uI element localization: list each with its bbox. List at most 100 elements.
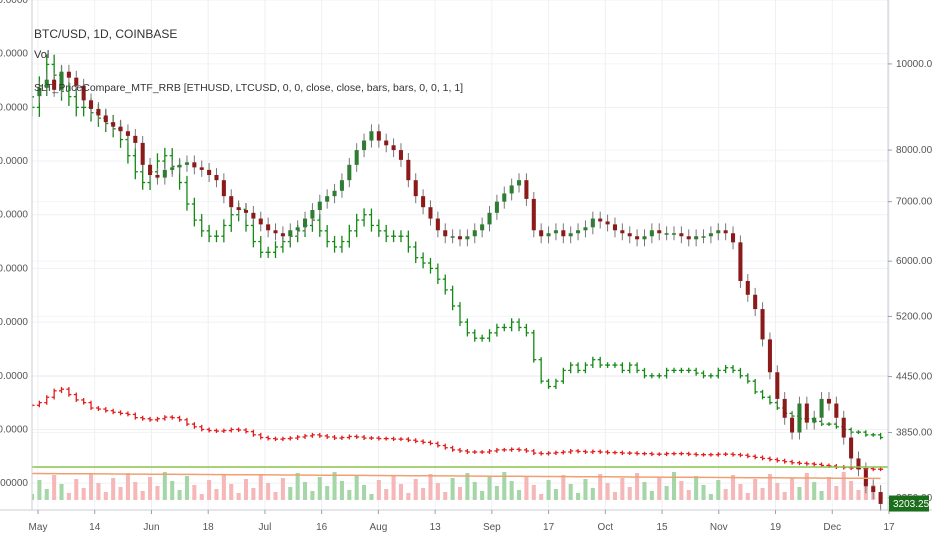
volume-bar (332, 472, 337, 500)
volume-bar (856, 490, 861, 500)
volume-bar (170, 481, 175, 500)
btc-candle (52, 79, 57, 90)
volume-bar (96, 483, 101, 500)
right-tick-label: 7000.00 (896, 197, 932, 208)
volume-bar (66, 493, 71, 500)
last-price-tag (889, 495, 929, 512)
btc-candle (694, 236, 699, 240)
volume-bar (635, 473, 640, 500)
btc-candle (649, 230, 654, 237)
volume-bar (598, 474, 603, 500)
btc-candle (347, 164, 352, 181)
btc-candle (849, 437, 854, 459)
volume-bar (502, 472, 507, 500)
volume-bar (450, 478, 455, 500)
volume-bar (686, 490, 691, 500)
btc-candle (251, 212, 256, 219)
volume-bar (162, 472, 167, 500)
btc-candle (103, 115, 108, 123)
btc-candle (494, 201, 499, 213)
btc-candle (804, 403, 809, 423)
volume-bar (738, 484, 743, 500)
btc-candle (553, 230, 558, 234)
btc-candle (664, 233, 669, 235)
x-tick-label: Oct (598, 522, 614, 533)
volume-bar (819, 491, 824, 500)
btc-candle (605, 221, 610, 225)
btc-candle (111, 122, 116, 127)
btc-candle (184, 162, 189, 165)
btc-candle (288, 230, 293, 237)
x-tick-label: Nov (710, 522, 728, 533)
btc-candle (177, 164, 182, 168)
btc-candle (760, 309, 765, 340)
volume-bar (701, 485, 706, 500)
btc-candle (192, 162, 197, 168)
btc-candle (384, 140, 389, 146)
btcusd-series (29, 64, 883, 511)
volume-bar (480, 491, 485, 500)
btc-candle (148, 164, 153, 176)
volume-bar (472, 482, 477, 500)
btc-candle (413, 180, 418, 197)
btc-candle (841, 417, 846, 438)
btc-candle (133, 135, 138, 143)
volume-bar (804, 473, 809, 500)
btc-candle (819, 398, 824, 418)
btc-candle (723, 230, 728, 234)
btc-candle (303, 218, 308, 228)
volume-bar (539, 494, 544, 500)
x-tick-label: Jul (259, 522, 272, 533)
left-tick-label: 700.0000 (0, 102, 28, 113)
volume-bar (37, 480, 42, 500)
volume-bar (339, 481, 344, 500)
btc-candle (738, 242, 743, 281)
last-price-label: 3203.25 (893, 499, 930, 510)
btc-candle (89, 100, 94, 109)
volume-bar (753, 479, 758, 500)
btc-candle (369, 131, 374, 141)
volume-bar (295, 473, 300, 500)
volume-bar (767, 474, 772, 500)
btc-candle (280, 233, 285, 237)
volume-bar (59, 484, 64, 500)
volume-bar (494, 486, 499, 500)
volume-layer (29, 472, 883, 500)
volume-bar (184, 476, 189, 500)
x-tick-label: 16 (316, 522, 328, 533)
x-tick-label: Jun (143, 522, 159, 533)
btc-candle (66, 71, 71, 78)
btc-candle (317, 201, 322, 211)
volume-bar (317, 477, 322, 500)
volume-bar (398, 484, 403, 500)
volume-bar (266, 483, 271, 500)
volume-bar (125, 473, 130, 500)
btc-candle (96, 108, 101, 116)
btc-candle (612, 224, 617, 231)
btc-candle (472, 230, 477, 237)
volume-bar (679, 481, 684, 500)
volume-bar (148, 477, 153, 500)
volume-bar (760, 488, 765, 500)
btc-candle (435, 218, 440, 231)
btc-candle (590, 218, 595, 228)
volume-bar (391, 475, 396, 500)
volume-bar (723, 489, 728, 500)
btc-candle (826, 398, 831, 404)
btc-candle (775, 372, 780, 399)
btc-candle (229, 196, 234, 208)
left-tick-label: 200.0000 (0, 371, 28, 382)
volume-bar (546, 480, 551, 500)
right-tick-label: 10000.00 (896, 59, 932, 70)
btc-candle (871, 486, 876, 493)
volume-bar (303, 482, 308, 500)
volume-bar (664, 486, 669, 500)
btc-candle (81, 85, 86, 101)
btc-candle (716, 230, 721, 234)
btc-candle (627, 233, 632, 237)
volume-bar (214, 489, 219, 500)
volume-bar (517, 490, 522, 500)
volume-bar (524, 476, 529, 500)
